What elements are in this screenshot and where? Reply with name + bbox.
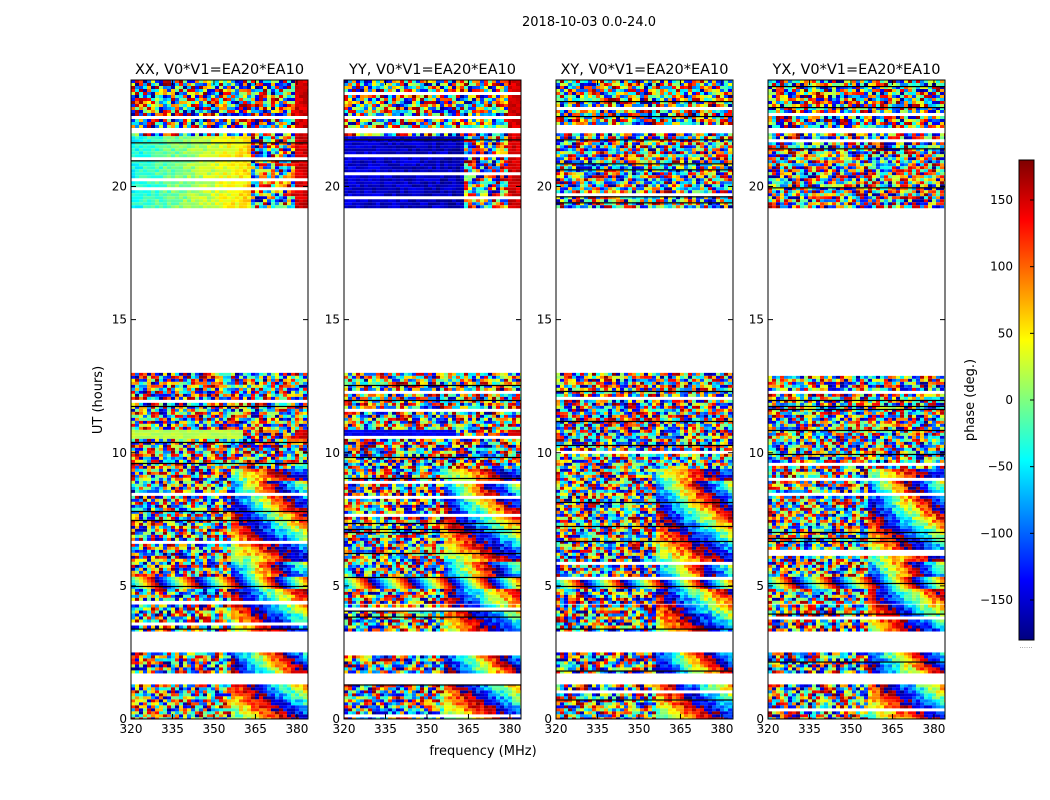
panel-heatmap-2: [344, 80, 521, 719]
y-axis-label: UT (hours): [91, 366, 106, 434]
y-tick-label: 20: [325, 180, 340, 194]
panel-title: XX, V0*V1=EA20*EA10: [135, 62, 304, 78]
panel-1: XX, V0*V1=EA20*EA10 320 335 350 365 380 0 5 10 15…: [112, 62, 309, 736]
colorbar-ticks: −150 −100 −50 0 50 100 150: [980, 193, 1034, 607]
y-tick-label: 5: [119, 579, 127, 593]
x-tick-label: 380: [710, 722, 733, 736]
y-tick-label: 15: [325, 313, 340, 327]
panel-title: XY, V0*V1=EA20*EA10: [560, 62, 728, 78]
x-tick-label: 335: [374, 722, 397, 736]
colorbar-tick-label: 50: [998, 326, 1013, 340]
colorbar-tick-label: −150: [980, 593, 1013, 607]
y-tick-label: 0: [544, 712, 552, 726]
panel-3: XY, V0*V1=EA20*EA10 320 335 350 365 380 0 5 10 15…: [537, 62, 734, 736]
y-tick-label: 20: [112, 180, 127, 194]
colorbar: −150 −100 −50 0 50 100 150 phase (deg.) ......: [963, 159, 1035, 650]
panel-frame: [343, 79, 522, 720]
y-tick-label: 15: [537, 313, 552, 327]
y-tick-label: 0: [332, 712, 340, 726]
panel-frame: [555, 79, 734, 720]
x-tick-label: 350: [628, 722, 651, 736]
panel-frame: [130, 79, 309, 720]
colorbar-tick-label: −100: [980, 526, 1013, 540]
y-tick-label: 5: [756, 579, 764, 593]
y-tick-label: 20: [749, 180, 764, 194]
colorbar-tick-label: 150: [990, 193, 1013, 207]
panel-heatmap-1: [131, 80, 308, 719]
x-tick-label: 350: [840, 722, 863, 736]
panel-4: YX, V0*V1=EA20*EA10 320 335 350 365 380 0 5 10 15…: [749, 62, 946, 736]
panel-title: YY, V0*V1=EA20*EA10: [348, 62, 516, 78]
x-tick-label: 320: [757, 722, 780, 736]
figure-suptitle: 2018-10-03 0.0-24.0: [522, 15, 656, 30]
y-tick-label: 10: [749, 446, 764, 460]
x-axis-label: frequency (MHz): [429, 744, 536, 759]
panels-group: XX, V0*V1=EA20*EA10 320 335 350 365 380 0 5 10 15…: [112, 62, 946, 736]
y-tick-label: 10: [112, 446, 127, 460]
x-tick-label: 320: [333, 722, 356, 736]
x-tick-label: 320: [545, 722, 568, 736]
x-tick-label: 335: [586, 722, 609, 736]
panel-heatmap-4: [768, 80, 945, 719]
x-tick-label: 365: [244, 722, 267, 736]
panel-2: YY, V0*V1=EA20*EA10 320 335 350 365 380 0 5 10 15…: [325, 62, 522, 736]
y-tick-label: 0: [756, 712, 764, 726]
colorbar-label: phase (deg.): [963, 359, 978, 441]
x-tick-label: 365: [457, 722, 480, 736]
y-tick-label: 20: [537, 180, 552, 194]
x-tick-label: 380: [498, 722, 521, 736]
colorbar-tick-label: −50: [988, 460, 1013, 474]
panel-frame: [767, 79, 946, 720]
y-tick-label: 15: [749, 313, 764, 327]
y-tick-label: 5: [544, 579, 552, 593]
panel-heatmap-3: [556, 80, 733, 719]
y-tick-label: 5: [332, 579, 340, 593]
y-tick-label: 10: [537, 446, 552, 460]
colorbar-footer: ......: [1019, 642, 1032, 650]
x-tick-label: 365: [881, 722, 904, 736]
x-tick-label: 350: [416, 722, 439, 736]
x-tick-label: 350: [203, 722, 226, 736]
y-tick-label: 0: [119, 712, 127, 726]
x-tick-label: 365: [669, 722, 692, 736]
y-tick-label: 15: [112, 313, 127, 327]
x-tick-label: 380: [285, 722, 308, 736]
x-tick-label: 380: [922, 722, 945, 736]
panel-title: YX, V0*V1=EA20*EA10: [771, 62, 940, 78]
x-tick-label: 335: [161, 722, 184, 736]
colorbar-tick-label: 0: [1005, 393, 1013, 407]
colorbar-tick-label: 100: [990, 260, 1013, 274]
x-tick-label: 320: [120, 722, 143, 736]
y-tick-label: 10: [325, 446, 340, 460]
x-tick-label: 335: [798, 722, 821, 736]
